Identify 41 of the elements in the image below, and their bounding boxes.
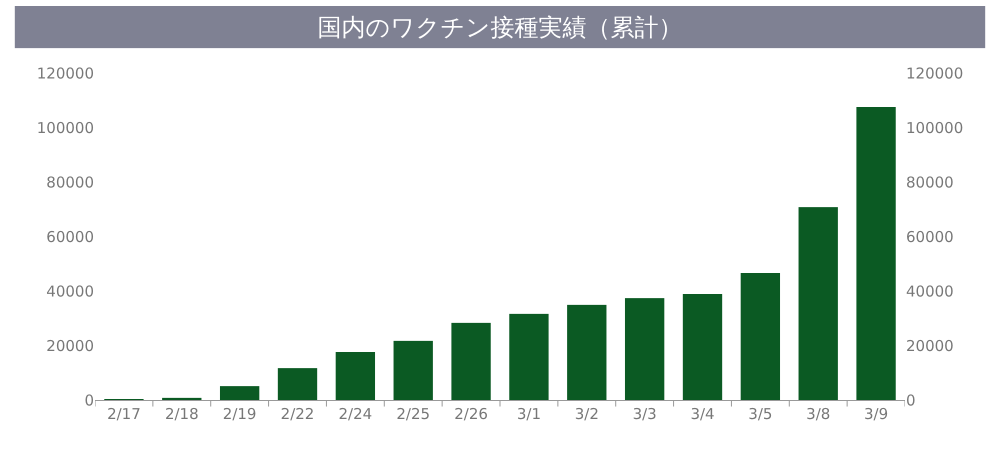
x-tick-label: 3/9	[864, 405, 888, 423]
y-tick-label: 60000	[46, 228, 94, 246]
y-tick-label: 80000	[46, 173, 94, 192]
x-tick-label: 3/2	[574, 405, 599, 423]
bar	[278, 368, 318, 400]
x-tick-label: 3/4	[690, 405, 715, 423]
bar	[567, 304, 606, 400]
chart-title: 国内のワクチン接種実績（累計）	[318, 13, 682, 42]
x-tick-label: 2/26	[454, 405, 488, 423]
y-tick-label: 120000	[36, 64, 94, 82]
bar	[509, 314, 549, 400]
bar	[682, 294, 722, 400]
x-tick-label: 3/3	[632, 405, 657, 423]
bar	[220, 386, 260, 400]
y2-tick-label: 80000	[906, 173, 954, 192]
x-tick-label: 2/17	[107, 405, 141, 423]
bar	[624, 298, 664, 400]
bar	[336, 352, 376, 400]
x-tick-label: 2/22	[280, 405, 314, 423]
bar	[740, 273, 780, 400]
bar	[394, 340, 433, 400]
x-tick-label: 3/8	[806, 405, 830, 423]
y-tick-label: 40000	[46, 282, 94, 300]
y2-tick-label: 60000	[906, 228, 954, 246]
x-tick-label: 2/24	[338, 405, 372, 423]
x-tick-label: 3/5	[748, 405, 772, 423]
x-tick-label: 3/1	[516, 405, 541, 423]
y2-tick-label: 20000	[906, 336, 954, 355]
bar	[451, 322, 491, 400]
y2-tick-label: 0	[906, 391, 916, 410]
x-tick-label: 2/18	[164, 405, 199, 423]
y2-tick-label: 100000	[906, 118, 964, 137]
y2-tick-label: 40000	[906, 282, 954, 300]
y-tick-label: 20000	[46, 336, 94, 355]
bar	[856, 107, 896, 400]
y-tick-label: 100000	[36, 118, 94, 137]
x-tick-label: 2/25	[396, 405, 430, 423]
x-tick-label: 2/19	[222, 405, 256, 423]
y2-tick-label: 120000	[906, 64, 964, 82]
bar	[798, 207, 838, 400]
y-tick-label: 0	[84, 391, 94, 410]
